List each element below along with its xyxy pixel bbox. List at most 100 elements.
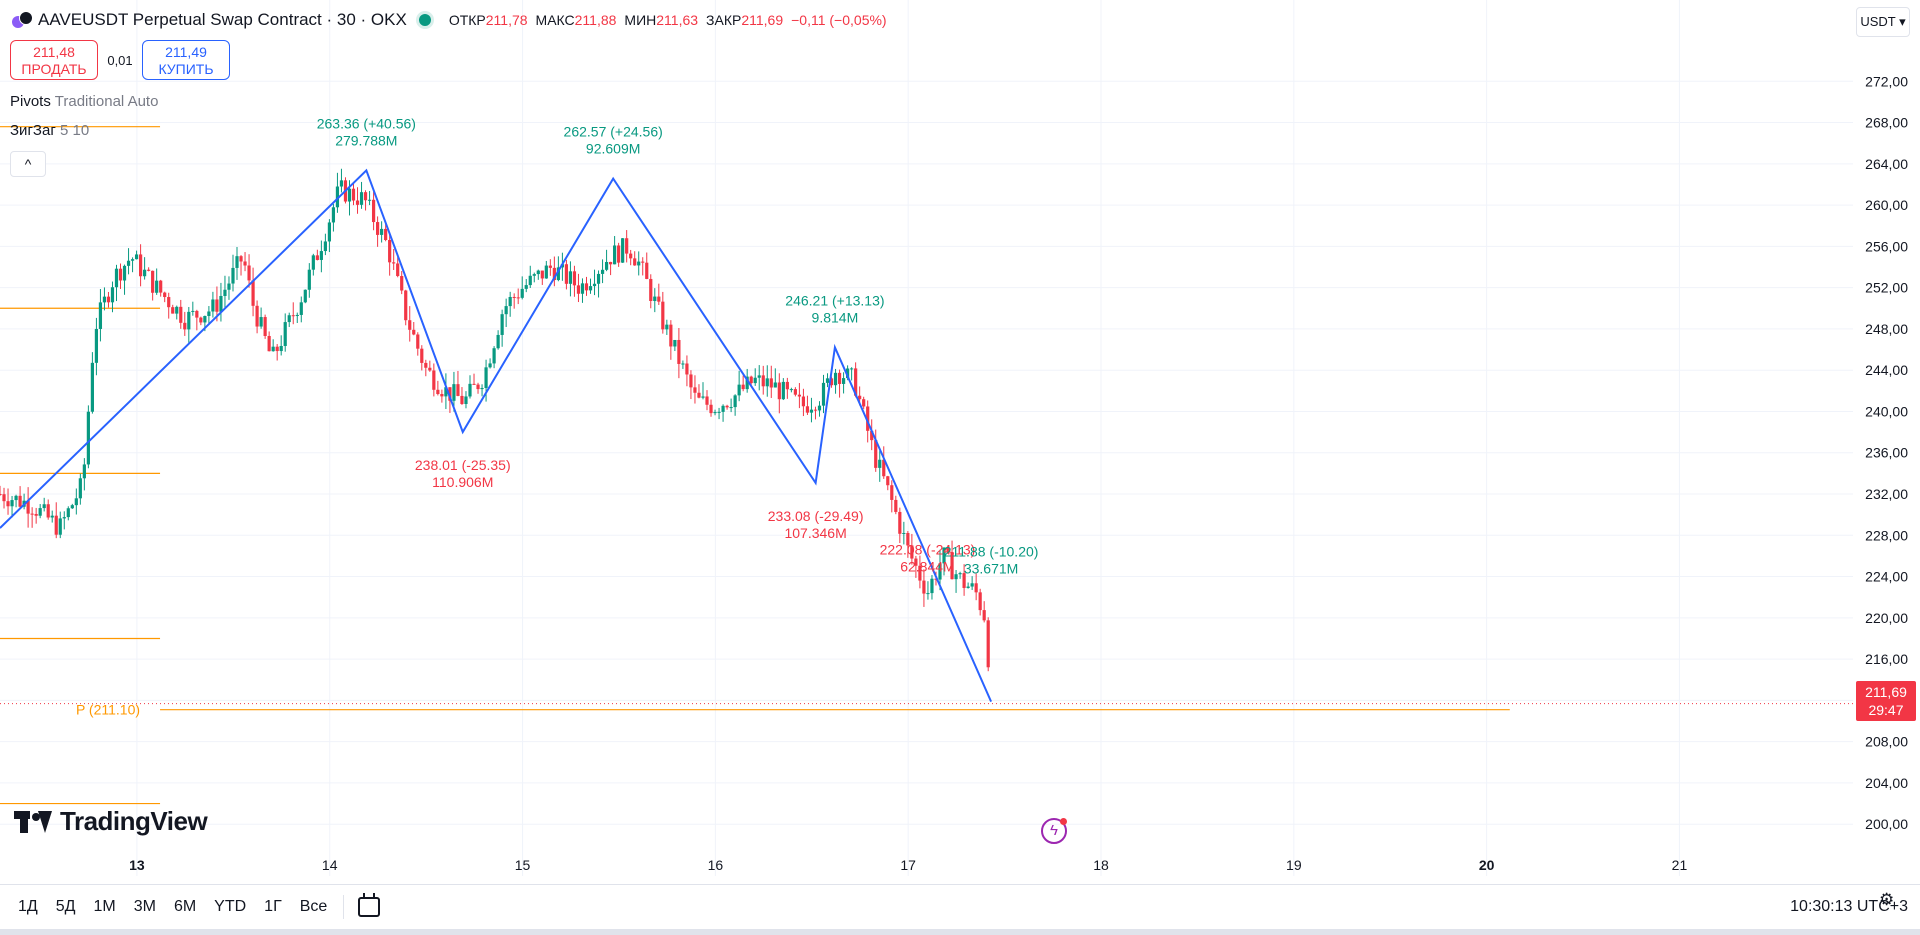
low-value: 211,63 (656, 12, 699, 28)
chart-grid (0, 0, 1853, 876)
price-tick-label: 264,00 (1865, 156, 1908, 172)
range-6m[interactable]: 6М (173, 898, 197, 915)
clock-timezone[interactable]: 10:30:13 UTC+3 (1790, 898, 1908, 915)
candle-body (243, 261, 247, 266)
close-value: 211,69 (741, 12, 784, 28)
candle-body (829, 378, 834, 386)
candle-body (689, 374, 693, 388)
candle-body (122, 265, 127, 281)
candle-body (757, 375, 761, 378)
candle-body (894, 499, 898, 512)
indicator-pivots[interactable]: Pivots Traditional Auto (10, 93, 158, 110)
candle-body (882, 459, 886, 477)
candle-body (347, 188, 352, 202)
candle-body (621, 238, 625, 263)
low-label: МИН (624, 12, 657, 28)
change-value: −0,11 (−0,05%) (791, 12, 887, 28)
symbol-title[interactable]: AAVEUSDT Perpetual Swap Contract · 30 · … (38, 10, 407, 29)
candle-body (396, 263, 400, 277)
candle-body (629, 253, 633, 259)
candle-body (765, 378, 769, 387)
buy-button[interactable]: 211,49 КУПИТЬ (142, 40, 230, 80)
candle-body (30, 513, 34, 515)
calendar-icon[interactable] (358, 893, 381, 917)
candle-body (962, 573, 966, 588)
candle-body (613, 245, 617, 265)
candle-body (62, 517, 66, 519)
sell-button[interactable]: 211,48 ПРОДАТЬ (10, 40, 98, 80)
candle-body (673, 339, 677, 347)
range-1m[interactable]: 1М (93, 898, 116, 915)
candle-body (821, 382, 826, 406)
time-axis[interactable]: 13 14 15 16 17 18 19 20 21 (129, 857, 1687, 873)
currency-selector[interactable]: USDT ▾ (1856, 7, 1910, 37)
candle-body (82, 464, 86, 479)
candle-body (440, 394, 444, 397)
candle-body (902, 532, 906, 534)
candle-body (596, 273, 601, 284)
candle-body (649, 278, 653, 301)
candle-body (66, 508, 70, 518)
zigzag-label-volume: 279.788M (335, 132, 397, 148)
candle-body (448, 387, 452, 401)
high-label: МАКС (535, 12, 575, 28)
price-tick-label: 216,00 (1865, 651, 1908, 667)
candle-body (781, 381, 785, 400)
candle-body (147, 269, 151, 271)
range-all[interactable]: Все (299, 898, 328, 915)
price-chart[interactable]: P (211.10) 263.36 (+40.56)279.788M 262.57… (0, 0, 1920, 884)
notification-dot-icon (1060, 818, 1067, 825)
candle-body (134, 254, 139, 260)
zigzag-lines (0, 168, 993, 703)
zigzag-params: 5 10 (59, 122, 90, 139)
candle-body (303, 289, 307, 303)
candle-body (713, 412, 717, 414)
zigzag-name: ЗигЗаг (10, 122, 56, 139)
candle-body (926, 593, 930, 595)
range-1d[interactable]: 1Д (18, 898, 38, 915)
candle-body (986, 620, 990, 668)
candle-body (837, 372, 842, 384)
candle-body (167, 297, 171, 308)
candle-body (600, 269, 605, 274)
candle-body (263, 317, 267, 336)
time-tick-label: 20 (1479, 857, 1495, 873)
time-tick-label: 17 (900, 857, 916, 873)
zigzag-label-volume: 62.844M (900, 558, 954, 574)
range-3m[interactable]: 3М (133, 898, 156, 915)
candle-body (404, 290, 408, 321)
spread-value: 0,01 (107, 52, 133, 68)
candle-body (247, 265, 251, 281)
candle-body (966, 586, 970, 588)
indicator-zigzag[interactable]: ЗигЗаг 5 10 (10, 122, 89, 139)
lightning-alert-icon[interactable]: ϟ (1041, 818, 1067, 844)
candle-body (492, 348, 496, 364)
bottom-toolbar: 1Д 5Д 1М 3М 6М YTD 1Г Все 10:30:13 UTC+3 (0, 884, 1920, 929)
candle-body (608, 261, 613, 265)
candle-body (974, 583, 978, 593)
candle-body (681, 363, 685, 365)
price-tick-label: 268,00 (1865, 115, 1908, 131)
candle-body (159, 280, 163, 293)
candle-body (572, 271, 577, 286)
range-5d[interactable]: 5Д (55, 898, 76, 915)
open-label: ОТКР (448, 12, 486, 28)
collapse-indicators-button[interactable]: ^ (10, 151, 46, 177)
gear-icon[interactable]: ⚙ (1879, 890, 1895, 909)
candle-body (801, 396, 806, 407)
candle-body (86, 411, 90, 465)
candle-body (279, 345, 283, 352)
candle-body (552, 267, 556, 281)
zigzag-label-volume: 9.814M (812, 309, 859, 325)
candle-body (496, 334, 500, 349)
candle-body (311, 255, 315, 270)
candle-body (351, 188, 356, 201)
range-1y[interactable]: 1Г (264, 898, 282, 915)
open-value: 211,78 (485, 12, 528, 28)
candle-body (633, 258, 637, 266)
pivot-lines: P (211.10) (0, 126, 1853, 805)
tradingview-watermark[interactable]: TradingView (14, 806, 208, 837)
time-tick-label: 15 (515, 857, 531, 873)
candle-body (179, 306, 183, 323)
range-ytd[interactable]: YTD (214, 898, 247, 915)
